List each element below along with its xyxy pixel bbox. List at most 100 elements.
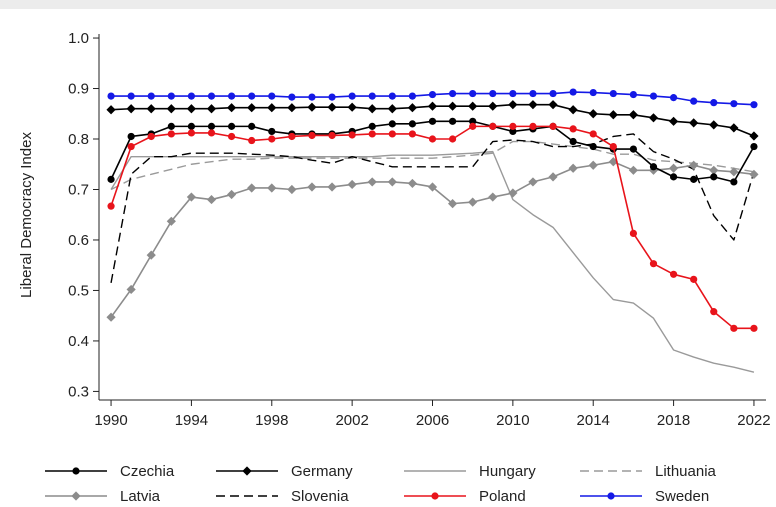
germany-point [709,120,719,130]
series-hungary [110,150,755,373]
germany-point [608,110,618,120]
sweden-point [288,93,296,101]
sweden-point [469,89,477,98]
latvia-point [206,194,217,205]
lithuania-line [110,140,755,191]
sweden-point [549,89,557,98]
czechia-point [509,127,517,136]
series-czechia [107,117,758,186]
germany-point [628,110,639,120]
poland-point [428,135,437,143]
czechia-point [428,117,437,125]
x-tick-label: 1994 [175,412,208,429]
germany-point [729,123,739,133]
czechia-point [127,132,135,141]
germany-point [668,116,679,126]
germany-point [186,104,197,114]
y-tick-label: 0.6 [68,232,89,249]
poland-point [750,324,758,332]
series-layer [106,88,759,373]
y-tick-label: 0.9 [68,81,89,98]
sweden-point [569,88,577,96]
latvia-point [528,177,538,187]
germany-point [347,102,357,112]
sweden-point [388,92,396,100]
legend-item-sweden: Sweden [580,488,709,505]
poland-point [127,142,135,151]
latvia-point [548,172,558,182]
legend-czechia-point [72,467,80,475]
czechia-point [690,175,698,183]
x-tick-label: 2022 [737,412,770,429]
sweden-point [448,89,457,98]
x-tick-label: 2002 [335,412,368,429]
x-tick-label: 1998 [255,412,288,429]
sweden-point [489,89,497,98]
sweden-point [127,92,135,100]
czechia-point [388,120,396,128]
poland-point [207,129,216,137]
czechia-point [589,142,597,151]
sweden-point [408,92,417,100]
latvia-point [729,167,739,177]
series-sweden [107,88,758,109]
series-lithuania [110,140,755,191]
latvia-point [226,189,237,200]
poland-point [448,135,457,143]
czechia-point [649,163,658,171]
sweden-point [368,92,376,100]
germany-point [287,103,297,113]
germany-point [749,131,759,141]
germany-point [488,101,498,111]
latvia-point [247,183,257,193]
latvia-point [387,177,397,187]
czechia-point [268,127,276,136]
latvia-point [689,160,699,170]
germany-point [126,104,136,114]
latvia-point [427,182,438,192]
germany-point [407,103,418,113]
legend-label: Slovenia [291,488,349,505]
sweden-point [187,92,196,100]
czechia-point [569,137,577,146]
czechia-point [408,120,417,128]
sweden-point [348,92,356,100]
germany-point [508,100,518,110]
czechia-point [469,117,477,125]
sweden-point [308,93,316,101]
x-tick-label: 1990 [94,412,127,429]
germany-point [689,118,699,128]
y-tick-label: 0.3 [68,383,89,400]
poland-point [489,122,497,130]
poland-point [469,122,477,130]
latvia-point [126,284,136,295]
x-tick-label: 2018 [657,412,690,429]
sweden-point [248,92,256,100]
y-axis-title: Liberal Democracy Index [18,132,35,298]
poland-point [710,308,718,316]
latvia-point [327,182,337,192]
latvia-point [146,250,156,260]
poland-point [388,130,396,138]
sweden-point [669,94,678,102]
poland-point [308,131,316,140]
legend-label: Sweden [655,488,709,505]
x-tick-label: 2014 [577,412,610,429]
germany-point [387,104,397,114]
germany-point [568,105,578,115]
czechia-point [107,175,115,183]
germany-point [267,103,277,113]
latvia-point [186,192,197,202]
latvia-point [347,179,357,190]
poland-point [408,130,417,138]
poland-point [549,122,557,130]
poland-point [690,275,698,283]
poland-point [348,131,356,139]
legend-item-latvia: Latvia [45,488,161,505]
poland-point [227,132,236,141]
latvia-point [166,216,176,226]
hungary-line [110,150,755,373]
sweden-point [649,92,658,100]
latvia-point [106,312,116,322]
